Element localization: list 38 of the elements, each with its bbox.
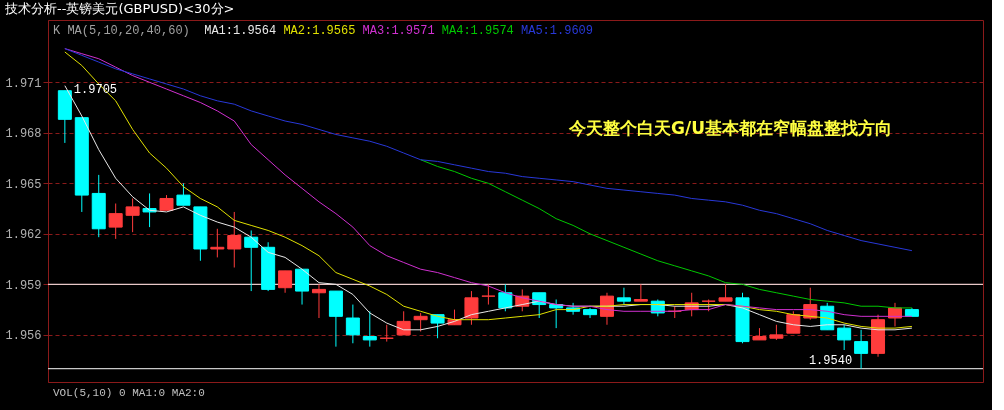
candlestick xyxy=(244,229,259,292)
text: MA2:1.9565 xyxy=(283,24,356,38)
candlestick xyxy=(854,329,869,370)
candlestick xyxy=(345,304,360,344)
candlestick xyxy=(633,283,648,302)
text: MA3:1.9571 xyxy=(362,24,435,38)
text: MA4:1.9574 xyxy=(441,24,514,38)
candlestick xyxy=(108,203,123,240)
text: MA1:1.9564 xyxy=(204,24,277,38)
candlestick xyxy=(176,182,191,206)
candlestick xyxy=(481,283,496,306)
text: MA5:1.9609 xyxy=(521,24,594,38)
text: VOL(5,10) 0 MA1:0 MA2:0 xyxy=(53,387,205,399)
candlestick xyxy=(837,324,852,351)
y-tick-label: 1.959 xyxy=(5,278,42,293)
y-tick-label: 1.956 xyxy=(5,329,42,344)
legend-title: K MA(5,10,20,40,60) xyxy=(53,24,190,38)
candlestick xyxy=(616,287,631,306)
annotation: 1.9540 xyxy=(808,353,853,368)
candlestick xyxy=(278,270,293,294)
y-tick-label: 1.968 xyxy=(5,127,42,142)
annotation: 今天整个白天G/U基本都在窄幅盘整找方向 xyxy=(568,117,893,138)
y-tick-label: 1.965 xyxy=(5,177,42,192)
candlestick xyxy=(125,197,140,233)
candlestick xyxy=(362,310,377,348)
y-tick-label: 1.962 xyxy=(5,228,42,243)
candlestick xyxy=(295,268,310,306)
candlestick xyxy=(498,283,513,312)
line-series xyxy=(64,48,913,252)
candlestick xyxy=(464,290,479,326)
y-tick-label: 1.971 xyxy=(5,76,42,91)
candlestick xyxy=(396,310,411,336)
candlestick xyxy=(227,211,242,269)
candlestick xyxy=(210,228,225,258)
candlestick xyxy=(379,324,394,343)
chart-title: 技术分析--英镑美元(GBPUSD)<30分> xyxy=(3,1,235,16)
candlestick xyxy=(311,283,326,319)
candlestick xyxy=(413,312,428,332)
